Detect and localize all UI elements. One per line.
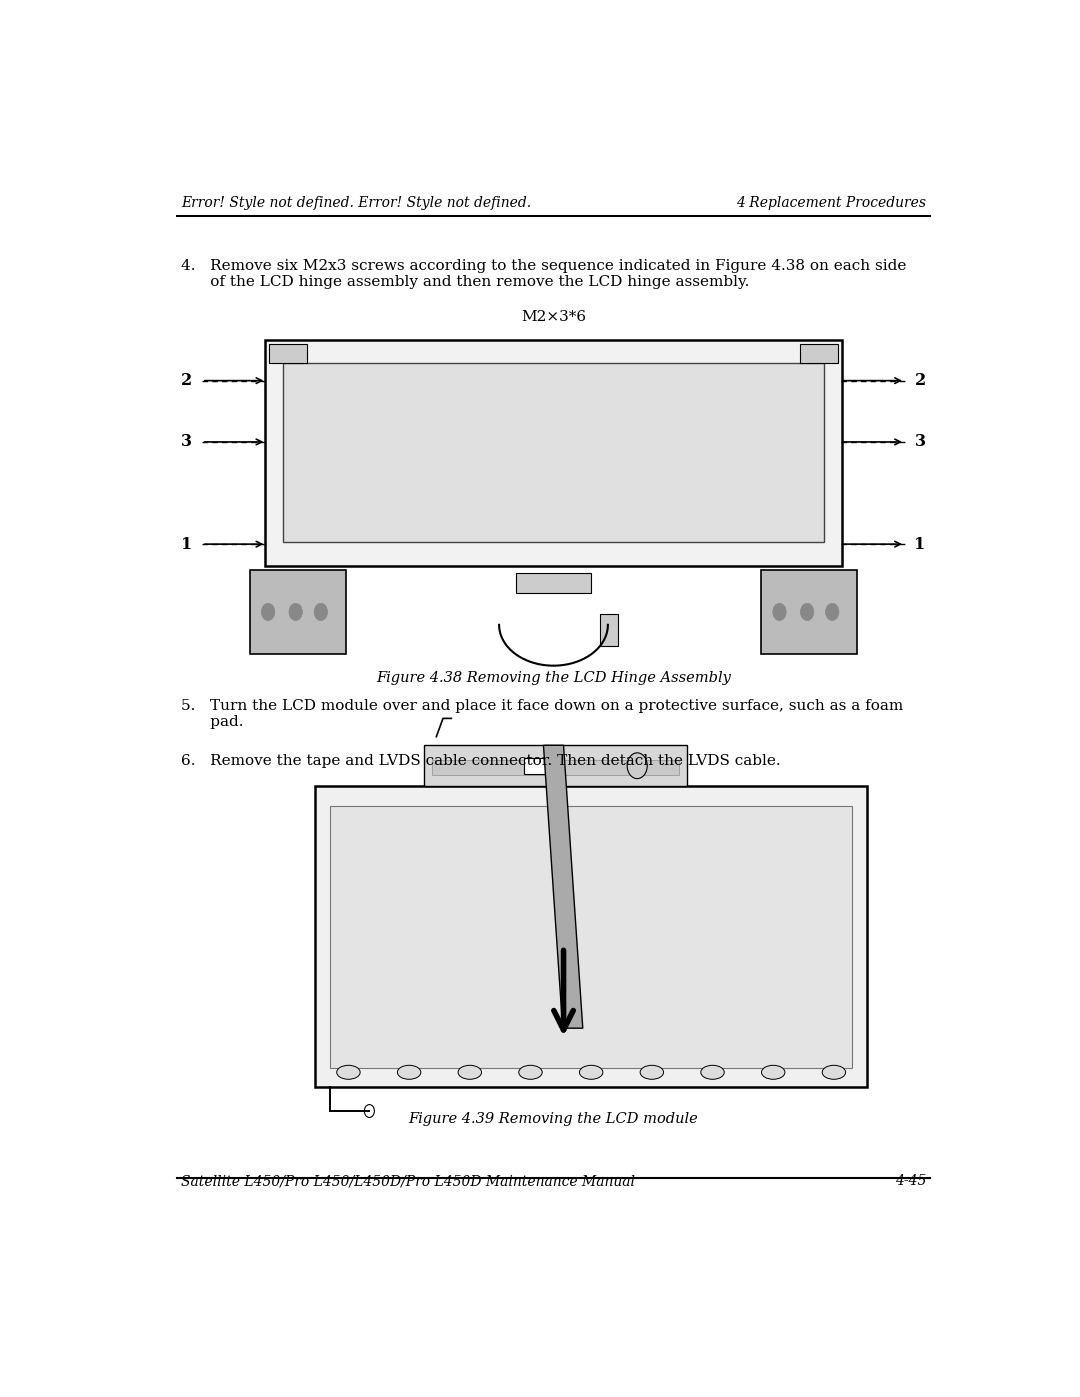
Circle shape (627, 753, 647, 778)
Text: 2: 2 (915, 372, 926, 390)
Bar (269, 344, 307, 363)
Text: Figure 4.38 Removing the LCD Hinge Assembly: Figure 4.38 Removing the LCD Hinge Assem… (376, 671, 731, 685)
Text: 6.   Remove the tape and LVDS cable connector. Then detach the LVDS cable.: 6. Remove the tape and LVDS cable connec… (181, 754, 781, 768)
Text: 1: 1 (181, 535, 192, 553)
Circle shape (364, 1105, 375, 1118)
Circle shape (261, 604, 274, 620)
Text: 4.   Remove six M2x3 screws according to the sequence indicated in Figure 4.38 o: 4. Remove six M2x3 screws according to t… (181, 258, 906, 289)
Circle shape (314, 604, 327, 620)
Bar (283, 363, 824, 542)
Bar (432, 760, 679, 775)
Circle shape (289, 604, 302, 620)
Text: 1: 1 (915, 535, 926, 553)
Ellipse shape (397, 1066, 421, 1080)
Ellipse shape (701, 1066, 725, 1080)
Circle shape (825, 604, 839, 620)
Ellipse shape (822, 1066, 846, 1080)
Text: 4 Replacement Procedures: 4 Replacement Procedures (735, 196, 926, 210)
Bar (800, 344, 838, 363)
Polygon shape (543, 745, 583, 1028)
Circle shape (773, 604, 786, 620)
Ellipse shape (458, 1066, 482, 1080)
Bar (315, 787, 867, 1087)
Bar (516, 573, 591, 592)
Ellipse shape (337, 1066, 360, 1080)
Bar (249, 570, 346, 654)
Ellipse shape (640, 1066, 663, 1080)
Bar (761, 570, 858, 654)
Bar (330, 806, 852, 1067)
Ellipse shape (580, 1066, 603, 1080)
Circle shape (800, 604, 814, 620)
Text: Satellite L450/Pro L450/L450D/Pro L450D Maintenance Manual: Satellite L450/Pro L450/L450D/Pro L450D … (181, 1175, 635, 1189)
Text: 2: 2 (181, 372, 192, 390)
Text: M2×3*6: M2×3*6 (521, 310, 586, 324)
Bar (265, 339, 842, 566)
Text: 3: 3 (915, 433, 926, 450)
Ellipse shape (518, 1066, 542, 1080)
Bar (524, 759, 550, 774)
Text: 4-45: 4-45 (894, 1175, 926, 1189)
Bar (423, 745, 688, 787)
Text: Figure 4.39 Removing the LCD module: Figure 4.39 Removing the LCD module (408, 1112, 699, 1126)
Ellipse shape (761, 1066, 785, 1080)
Text: 5.   Turn the LCD module over and place it face down on a protective surface, su: 5. Turn the LCD module over and place it… (181, 698, 903, 729)
Text: 3: 3 (181, 433, 192, 450)
Bar (599, 615, 618, 647)
Text: Error! Style not defined. Error! Style not defined.: Error! Style not defined. Error! Style n… (181, 196, 531, 210)
